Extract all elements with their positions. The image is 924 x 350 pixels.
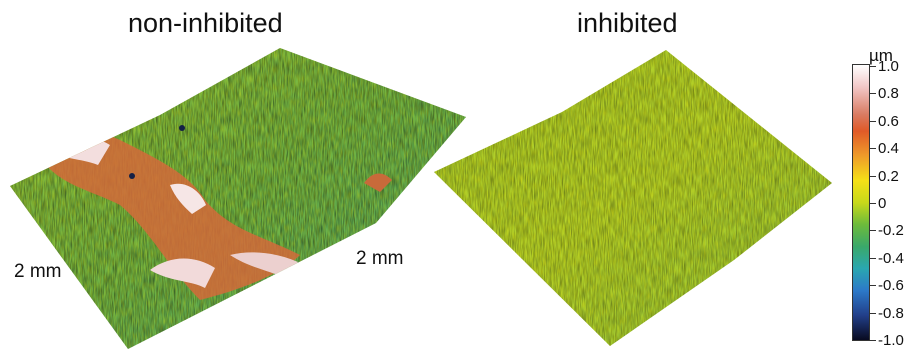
surface-non-inhibited xyxy=(10,48,466,349)
colorbar-tick-label: 0.6 xyxy=(878,112,899,130)
panel-title-non-inhibited: non-inhibited xyxy=(128,8,283,38)
dimension-label-right: 2 mm xyxy=(356,248,404,269)
colorbar-tick-label: -0.4 xyxy=(878,249,904,267)
colorbar-tick-label: -0.2 xyxy=(878,222,904,240)
colorbar-tick-mark xyxy=(870,93,876,95)
colorbar-tick-mark xyxy=(870,120,876,122)
colorbar-tick-mark xyxy=(870,312,876,314)
colorbar-tick-mark xyxy=(870,203,876,204)
dimension-label-left: 2 mm xyxy=(14,261,62,282)
colorbar-tick-mark xyxy=(870,340,876,341)
colorbar-tick-mark xyxy=(870,66,876,67)
colorbar-tick-mark xyxy=(870,148,876,150)
colorbar-tick-mark xyxy=(870,257,876,259)
surface-inhibited xyxy=(434,50,832,346)
colorbar-tick-label: 0.8 xyxy=(878,85,899,103)
colorbar-tick-mark xyxy=(870,285,876,287)
colorbar-tick-label: -1.0 xyxy=(878,332,904,349)
colorbar-tick-label: -0.8 xyxy=(878,304,904,322)
colorbar xyxy=(852,64,870,341)
panel-title-inhibited: inhibited xyxy=(577,8,678,38)
colorbar-tick-label: 1.0 xyxy=(878,58,899,75)
colorbar-unit: µm xyxy=(869,46,893,65)
colorbar-tick-label: 0.2 xyxy=(878,167,899,185)
colorbar-tick-mark xyxy=(870,230,876,232)
colorbar-tick-label: 0 xyxy=(878,195,887,212)
colorbar-tick-label: -0.6 xyxy=(878,277,904,295)
colorbar-tick-mark xyxy=(870,175,876,177)
colorbar-tick-label: 0.4 xyxy=(878,140,899,158)
